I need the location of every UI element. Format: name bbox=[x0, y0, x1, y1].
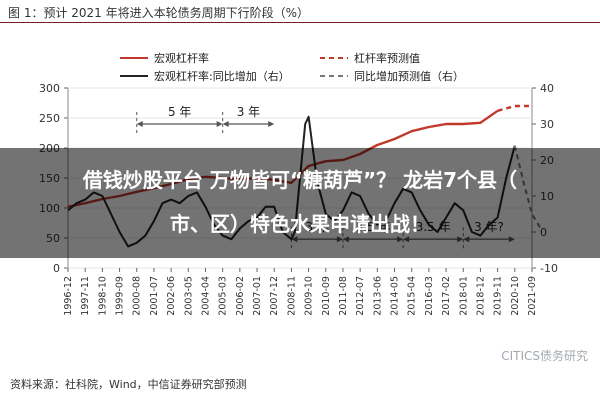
figure-title: 图 1：预计 2021 年将进入本轮债务周期下行阶段（%） bbox=[8, 6, 310, 20]
x-tick-label: 2009-10 bbox=[304, 276, 315, 316]
x-tick-label: 2003-05 bbox=[183, 276, 194, 316]
x-tick-label: 2020-10 bbox=[510, 276, 521, 316]
x-tick-label: 2016-03 bbox=[424, 276, 435, 316]
cycle-arrow-head-right bbox=[268, 121, 275, 127]
y-left-tick-label: 0 bbox=[53, 262, 60, 275]
x-tick-label: 2013-06 bbox=[372, 276, 383, 316]
x-tick-label: 1999-09 bbox=[115, 276, 126, 316]
x-tick-label: 2018-01 bbox=[458, 276, 469, 316]
x-tick-label: 2017-02 bbox=[441, 276, 452, 316]
x-tick-label: 2000-08 bbox=[132, 276, 143, 316]
y-left-tick-label: 250 bbox=[39, 112, 60, 125]
legend-label: 宏观杠杆率 bbox=[154, 51, 209, 65]
headline-line-2: 市、区）特色水果申请出战！ bbox=[170, 212, 430, 236]
y-left-tick-label: 300 bbox=[39, 82, 60, 95]
x-axis: 1996-12 1997-11 1998-10 1999-09 2000-08 2001-… bbox=[63, 268, 538, 316]
x-tick-label: 2007-12 bbox=[269, 276, 280, 316]
header-divider bbox=[0, 22, 600, 23]
x-tick-label: 2002-06 bbox=[166, 276, 177, 316]
series-line-2 bbox=[497, 104, 532, 112]
cycle-label: 5 年 bbox=[168, 105, 191, 119]
headline-line-1: 借钱炒股平台 万物皆可“糖葫芦”？ 龙岩7个县（ bbox=[82, 168, 518, 192]
x-tick-label: 1997-11 bbox=[80, 276, 91, 316]
cycle-arrow-head-left bbox=[222, 121, 229, 127]
source-note: 资料来源：社科院，Wind，中信证券研究部预测 bbox=[10, 378, 247, 391]
x-tick-label: 2006-02 bbox=[235, 276, 246, 316]
legend-label: 宏观杠杆率:同比增加（右） bbox=[154, 69, 290, 83]
x-tick-label: 2014-05 bbox=[390, 276, 401, 316]
x-tick-label: 1998-10 bbox=[97, 276, 108, 316]
x-tick-label: 2019-11 bbox=[493, 276, 504, 316]
x-tick-label: 2008-11 bbox=[286, 276, 297, 316]
cycle-arrow-head-left bbox=[136, 121, 143, 127]
x-tick-label: 2010-09 bbox=[321, 276, 332, 316]
x-tick-label: 1996-12 bbox=[63, 276, 74, 316]
x-tick-label: 2012-07 bbox=[355, 276, 366, 316]
y-right-tick-label: -10 bbox=[540, 262, 558, 275]
cycle-label: 3 年 bbox=[237, 105, 260, 119]
legend-label: 杠杆率预测值 bbox=[354, 51, 420, 65]
legend-label: 同比增加预测值（右） bbox=[354, 69, 464, 83]
x-tick-label: 2004-04 bbox=[200, 276, 211, 316]
x-tick-label: 2005-03 bbox=[218, 276, 229, 316]
x-tick-label: 2021-09 bbox=[527, 276, 538, 316]
y-right-tick-label: 40 bbox=[540, 82, 554, 95]
x-tick-label: 2001-07 bbox=[149, 276, 160, 316]
watermark: CITICS债务研究 bbox=[501, 349, 588, 363]
headline-overlay: 借钱炒股平台 万物皆可“糖葫芦”？ 龙岩7个县（ 市、区）特色水果申请出战！ bbox=[0, 148, 600, 258]
y-right-tick-label: 30 bbox=[540, 118, 554, 131]
x-tick-label: 2015-04 bbox=[407, 276, 418, 316]
x-tick-label: 2011-08 bbox=[338, 276, 349, 316]
cycle-arrow-head-right bbox=[216, 121, 223, 127]
x-tick-label: 2018-12 bbox=[475, 276, 486, 316]
x-tick-label: 2007-01 bbox=[252, 276, 263, 316]
